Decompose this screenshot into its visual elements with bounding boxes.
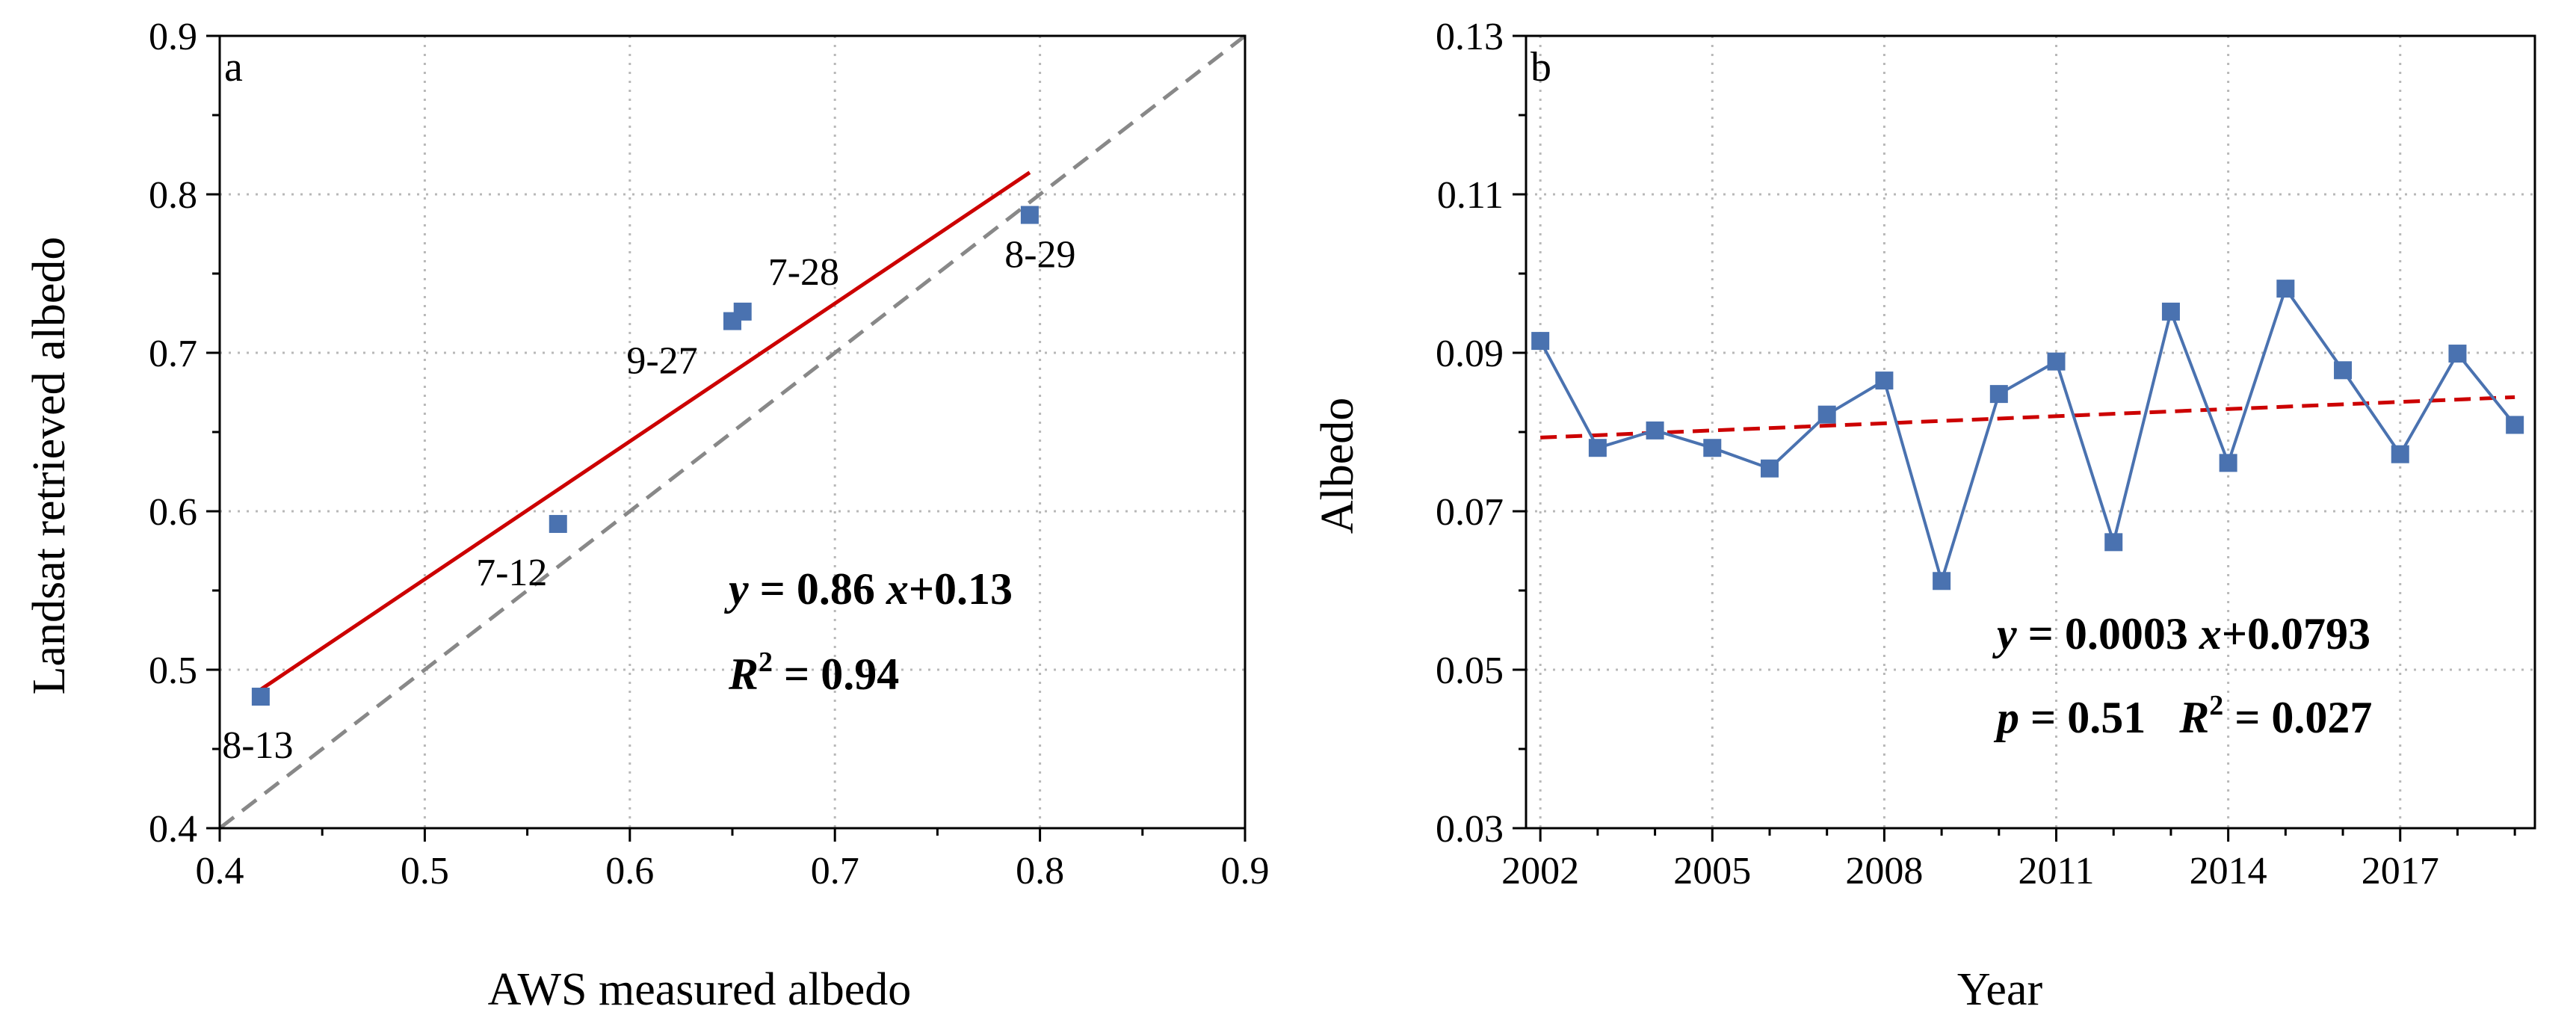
y-tick-label-b: 0.13 bbox=[1436, 16, 1504, 58]
x-tick-label-a: 0.4 bbox=[196, 850, 244, 892]
x-tick-label-a: 0.8 bbox=[1016, 850, 1064, 892]
data-point bbox=[1817, 405, 1836, 424]
x-tick-label-b: 2011 bbox=[2018, 850, 2094, 892]
x-tick-label-a: 0.9 bbox=[1221, 850, 1270, 892]
y-tick-label-a: 0.5 bbox=[149, 650, 197, 692]
y-tick-label-b: 0.11 bbox=[1437, 174, 1504, 217]
data-point bbox=[251, 688, 270, 706]
data-point bbox=[2276, 280, 2295, 298]
y-axis-title-a: Landsat retrieved albedo bbox=[24, 237, 75, 695]
data-point bbox=[1020, 206, 1039, 224]
y-tick-label-b: 0.03 bbox=[1436, 808, 1504, 851]
y-tick-label-a: 0.7 bbox=[149, 333, 197, 375]
data-point bbox=[549, 514, 567, 533]
data-point bbox=[2047, 352, 2066, 371]
data-point bbox=[2391, 445, 2409, 463]
panel-a: 8-13 7-12 9-27 7-28 8-29 0.4 0.5 0.6 0.7 0.8 0.9 0… bbox=[24, 16, 1270, 1015]
data-point-label: 8-29 bbox=[1004, 234, 1075, 277]
x-tick-label-a: 0.6 bbox=[605, 850, 654, 892]
data-point bbox=[2506, 416, 2524, 434]
x-tick-label-a: 0.5 bbox=[401, 850, 449, 892]
r-squared-a: R2 = 0.94 bbox=[728, 647, 899, 699]
x-tick-label-b: 2017 bbox=[2362, 850, 2439, 892]
y-tick-label-b: 0.05 bbox=[1436, 650, 1504, 692]
panel-letter-a: a bbox=[224, 44, 243, 90]
plot-frame-a bbox=[218, 34, 1247, 830]
panel-letter-b: b bbox=[1531, 44, 1551, 90]
data-point bbox=[1875, 371, 1894, 390]
data-point bbox=[2219, 454, 2237, 472]
one-to-one-line bbox=[218, 34, 1247, 830]
y-tick-label-a: 0.6 bbox=[149, 491, 197, 534]
regression-equation-a: y = 0.86 x+0.13 bbox=[724, 564, 1013, 614]
y-tick-label-a: 0.8 bbox=[149, 174, 197, 217]
data-point-label: 7-12 bbox=[476, 552, 547, 594]
x-tick-label-b: 2008 bbox=[1845, 850, 1923, 892]
data-point-label: 9-27 bbox=[626, 340, 697, 383]
x-axis-title-b: Year bbox=[1957, 964, 2043, 1015]
x-tick-label-b: 2005 bbox=[1673, 850, 1751, 892]
p-and-r-squared-b: p = 0.51 R2 = 0.027 bbox=[1993, 690, 2372, 742]
y-tick-label-b: 0.07 bbox=[1436, 491, 1504, 534]
trend-line bbox=[1540, 395, 2515, 440]
y-tick-label-a: 0.4 bbox=[149, 808, 197, 851]
regression-line bbox=[259, 170, 1031, 691]
data-point bbox=[1760, 459, 1779, 478]
plot-frame-b bbox=[1525, 34, 2536, 830]
data-point bbox=[1933, 572, 1951, 590]
x-tick-label-b: 2014 bbox=[2190, 850, 2267, 892]
data-point bbox=[1646, 421, 1664, 440]
y-tick-label-a: 0.9 bbox=[149, 16, 197, 58]
data-point bbox=[2448, 345, 2467, 363]
y-axis-title-b: Albedo bbox=[1312, 398, 1363, 534]
data-point bbox=[2334, 361, 2353, 380]
data-point bbox=[2104, 533, 2123, 552]
x-tick-label-a: 0.7 bbox=[811, 850, 859, 892]
data-point bbox=[2161, 302, 2180, 321]
data-point bbox=[733, 302, 752, 321]
panel-b: 2002 2005 2008 2011 2014 2017 0.03 0.05 0.07 0.09… bbox=[1312, 16, 2536, 1015]
data-point-label: 8-13 bbox=[222, 724, 293, 767]
data-point-label: 7-28 bbox=[768, 251, 839, 294]
regression-equation-b: y = 0.0003 x+0.0793 bbox=[1992, 609, 2370, 659]
data-point bbox=[1703, 439, 1722, 457]
data-point bbox=[1588, 439, 1607, 457]
x-axis-title-a: AWS measured albedo bbox=[488, 964, 912, 1015]
data-point bbox=[1531, 332, 1550, 351]
data-point bbox=[1989, 385, 2008, 404]
albedo-series-line bbox=[1539, 285, 2516, 587]
y-tick-label-b: 0.09 bbox=[1436, 333, 1504, 375]
x-tick-label-b: 2002 bbox=[1501, 850, 1579, 892]
